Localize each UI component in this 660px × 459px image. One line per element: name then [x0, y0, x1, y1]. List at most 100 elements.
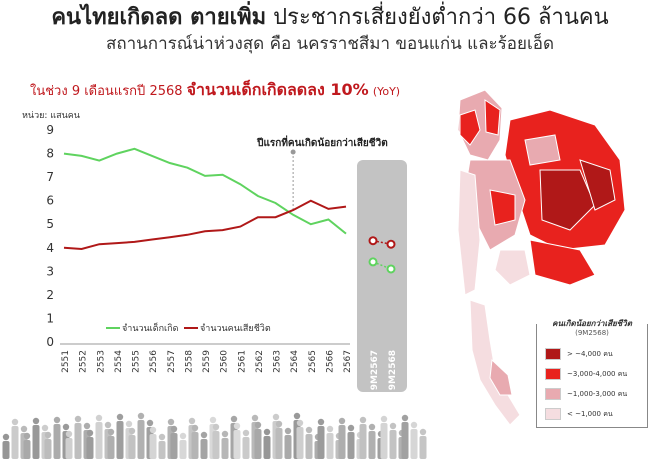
crowd-body [200, 439, 208, 459]
crowd-head [2, 433, 10, 441]
headline-part2: ประชากรเสี่ยงยังต่ำกว่า 66 ล้านคน [273, 5, 609, 30]
crowd-head [149, 426, 157, 434]
x-tick-label: 2565 [308, 350, 318, 373]
y-tick-label: 4 [46, 241, 54, 255]
crowd-head [200, 431, 208, 439]
crowd-body [2, 441, 10, 459]
subtitle-lead: ในช่วง 9 เดือนแรกปี 2568 [30, 84, 183, 99]
crowd-body [95, 422, 103, 459]
x-tick-label: 2563 [273, 350, 283, 373]
crowd-head [53, 416, 61, 424]
annotation-text: ปีแรกที่คนเกิดน้อยกว่าเสียชีวิต [256, 135, 387, 149]
crowd-head [380, 415, 388, 423]
crowd-body [305, 434, 313, 459]
crowd-head [158, 433, 166, 441]
x-tick-label: 2564 [290, 350, 300, 373]
crowd-head [95, 414, 103, 422]
crowd-body [179, 440, 187, 459]
x-tick-label: 2556 [149, 350, 159, 373]
legend-label-2: ~3,000-4,000 คน [567, 369, 628, 378]
ninemonth-label: 9M2568 [388, 350, 398, 390]
crowd-body [65, 438, 73, 459]
thailand-map-shape [457, 89, 626, 426]
y-tick-label: 5 [46, 217, 54, 231]
crowd-head [317, 418, 325, 426]
crowd-body [233, 430, 241, 459]
x-tick-label: 2566 [325, 350, 335, 373]
crowd-body [53, 424, 61, 459]
crowd-head [191, 424, 199, 432]
unit-label: หน่วย: แสนคน [22, 111, 80, 121]
crowd-head [263, 428, 271, 436]
crowd-body [212, 431, 220, 459]
x-tick-label: 2555 [132, 350, 142, 373]
crowd-head [11, 418, 19, 426]
y-tick-label: 8 [46, 147, 54, 161]
crowd-body [419, 436, 427, 459]
crowd-body [242, 437, 250, 459]
x-tick-label: 2561 [237, 350, 247, 373]
crowd-body [158, 441, 166, 459]
crowd-body [74, 423, 82, 459]
crowd-head [41, 424, 49, 432]
chart-subtitle: ในช่วง 9 เดือนแรกปี 2568 จำนวนเด็กเกิดลด… [30, 78, 400, 103]
legend-label-3: ~1,000-3,000 คน [567, 389, 628, 398]
crowd-head [419, 428, 427, 436]
y-tick-label: 1 [46, 311, 54, 325]
crowd-body [347, 432, 355, 459]
annotation-dot [290, 149, 296, 155]
crowd-head [230, 415, 238, 423]
crowd-body [44, 439, 52, 459]
crowd-head [347, 424, 355, 432]
crowd-head [179, 432, 187, 440]
crowd-head [242, 429, 250, 437]
legend-item-2: ~3,000-4,000 คน [545, 367, 627, 381]
crowd-head [167, 418, 175, 426]
crowd-body [107, 436, 115, 459]
crowd-head [44, 431, 52, 439]
headline-line2: สถานการณ์น่าห่วงสุด คือ นครราชสีมา ขอนแก… [105, 34, 555, 54]
crowd-head [305, 426, 313, 434]
ninemonth-deaths-point [368, 236, 378, 246]
x-tick-label: 2553 [96, 350, 106, 373]
crowd-head [410, 421, 418, 429]
legend-label-4: < ~1,000 คน [567, 409, 613, 418]
crowd-body [338, 425, 346, 459]
crowd-body [11, 426, 19, 459]
ninemonth-deaths-link [372, 239, 392, 245]
headline-part1: คนไทยเกิดลด ตายเพิ่ม [51, 5, 267, 30]
crowd-body [317, 426, 325, 459]
crowd-head [233, 422, 241, 430]
legend-label-1: > ~4,000 คน [567, 349, 613, 358]
crowd-head [137, 412, 145, 420]
crowd-head [251, 414, 259, 422]
ninemonth-births-point [386, 264, 396, 274]
thailand-map [430, 60, 660, 459]
crowd-head [221, 430, 229, 438]
crowd-body [254, 429, 262, 459]
ninemonth-band [357, 160, 407, 392]
crowd-head [32, 417, 40, 425]
crowd-head [293, 412, 301, 420]
x-tick-label: 2552 [79, 350, 89, 373]
headline: คนไทยเกิดลด ตายเพิ่ม ประชากรเสี่ยงยังต่ำ… [0, 4, 660, 56]
legend-swatch-4 [545, 408, 561, 420]
crowd-body [116, 421, 124, 459]
crowd-body [284, 435, 292, 459]
crowd-body [221, 438, 229, 459]
crowd-head [188, 417, 196, 425]
y-tick-label: 2 [46, 288, 54, 302]
headline-line1: คนไทยเกิดลด ตายเพิ่ม ประชากรเสี่ยงยังต่ำ… [0, 4, 660, 32]
ninemonth-births-point [368, 257, 378, 267]
crowd-body [326, 433, 334, 459]
x-tick-label: 2554 [114, 350, 124, 373]
x-tick-label: 2567 [343, 350, 353, 373]
crowd-body [368, 431, 376, 459]
crowd-body [86, 437, 94, 459]
crowd-body [191, 432, 199, 459]
crowd-body [296, 427, 304, 459]
crowd-body [137, 420, 145, 459]
crowd-head [20, 425, 28, 433]
crowd-body [170, 433, 178, 459]
crowd-head [83, 422, 91, 430]
